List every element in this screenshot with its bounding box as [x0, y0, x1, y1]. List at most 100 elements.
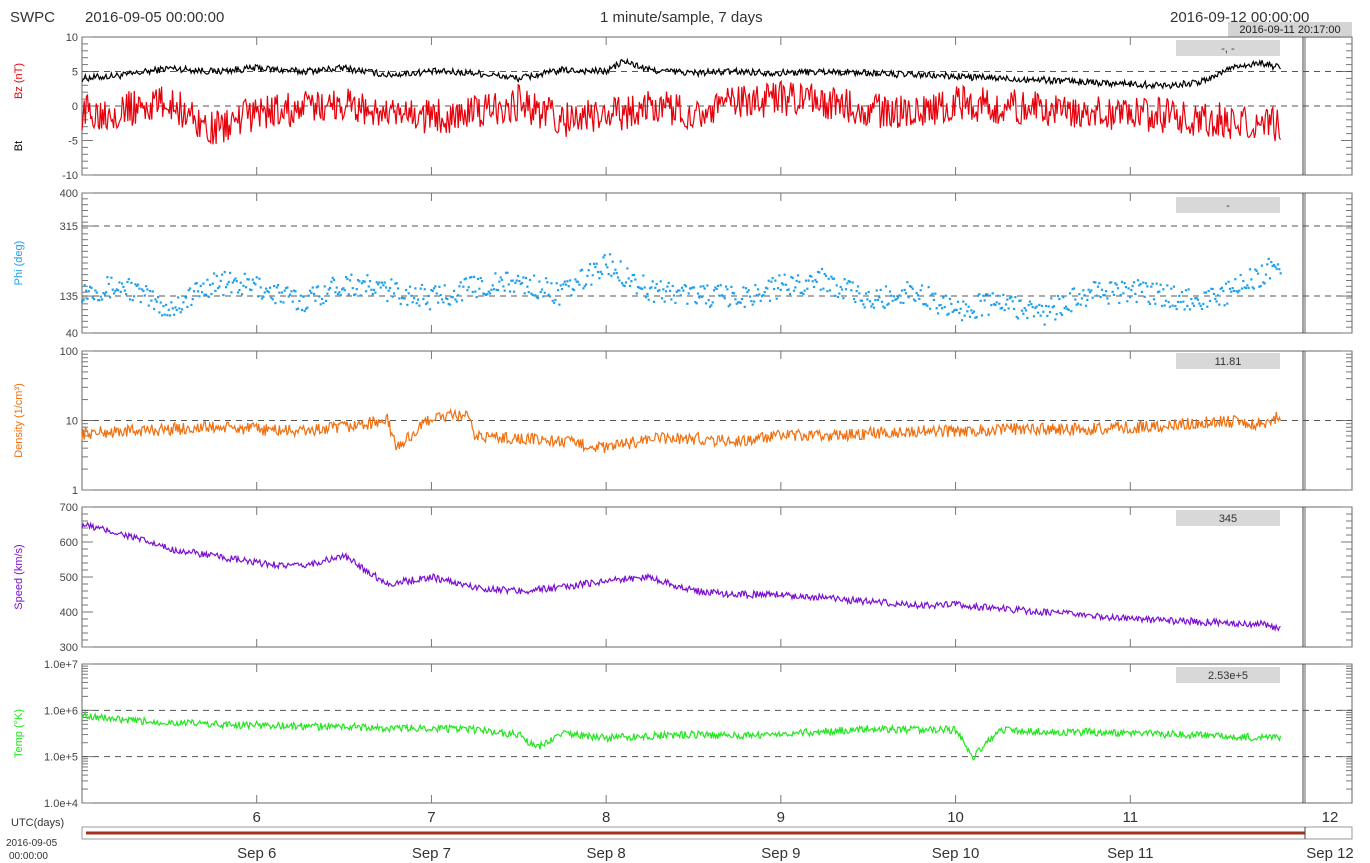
- data-point: [907, 296, 910, 299]
- data-point: [266, 290, 269, 293]
- data-point: [130, 281, 133, 284]
- data-point: [391, 295, 394, 298]
- data-point: [112, 292, 116, 295]
- data-point: [787, 288, 790, 291]
- data-point: [340, 288, 344, 291]
- data-point: [871, 303, 874, 306]
- data-point: [1144, 282, 1148, 285]
- data-point: [406, 303, 409, 306]
- data-point: [436, 301, 440, 304]
- data-point: [695, 302, 698, 305]
- data-point: [995, 301, 998, 304]
- data-point: [1052, 305, 1056, 308]
- y-tick-label: 500: [60, 572, 78, 584]
- data-point: [496, 288, 500, 292]
- data-point: [1074, 298, 1077, 301]
- data-point: [1115, 283, 1118, 286]
- data-point: [911, 287, 914, 290]
- data-point: [647, 298, 650, 301]
- data-point: [312, 292, 316, 296]
- data-point: [203, 293, 206, 296]
- data-point: [387, 289, 390, 292]
- data-point: [1166, 284, 1169, 287]
- timeline-date-label: Sep 6: [237, 845, 276, 862]
- data-point: [918, 297, 921, 301]
- current-value-box: [1176, 40, 1280, 56]
- data-point: [259, 286, 262, 289]
- data-point: [1174, 304, 1177, 308]
- data-point: [155, 300, 158, 303]
- data-point: [851, 281, 854, 284]
- data-point: [296, 307, 300, 310]
- data-point: [742, 286, 745, 289]
- data-point: [255, 276, 258, 279]
- y-tick-label: 400: [60, 607, 78, 619]
- data-point: [1151, 282, 1154, 285]
- y-tick-label: 40: [66, 328, 78, 340]
- data-point: [294, 290, 297, 293]
- y-axis-label: Density (1/cm³): [13, 383, 25, 458]
- data-point: [866, 298, 869, 301]
- data-point: [832, 277, 836, 280]
- data-point: [295, 308, 298, 311]
- data-point: [1206, 305, 1209, 308]
- data-point: [923, 302, 926, 306]
- data-point: [348, 279, 352, 282]
- data-point: [194, 282, 197, 285]
- data-point: [744, 287, 748, 290]
- y-tick-label: 10: [66, 32, 78, 44]
- data-point: [1195, 297, 1198, 300]
- data-point: [222, 293, 225, 297]
- data-point: [887, 302, 890, 305]
- data-point: [818, 271, 821, 274]
- data-point: [158, 311, 161, 314]
- data-point: [1080, 297, 1084, 300]
- data-point: [1194, 297, 1197, 300]
- data-point: [288, 293, 292, 296]
- data-point: [598, 277, 601, 280]
- data-point: [748, 295, 752, 298]
- data-point: [616, 276, 620, 279]
- data-point: [1158, 290, 1161, 293]
- data-point: [651, 280, 654, 283]
- data-point: [395, 282, 398, 285]
- timeline-start-time: 00:00:00: [9, 851, 48, 862]
- data-point: [1271, 264, 1274, 268]
- data-point: [728, 303, 732, 306]
- data-point: [759, 299, 762, 302]
- data-point: [1226, 302, 1229, 305]
- data-point: [1035, 305, 1038, 308]
- data-point: [559, 284, 562, 287]
- data-point: [1136, 279, 1140, 282]
- x-tick-label: 8: [602, 809, 610, 826]
- data-point: [1050, 297, 1053, 300]
- data-point: [784, 283, 788, 286]
- data-point: [268, 286, 272, 289]
- current-value: 2.53e+5: [1208, 670, 1248, 682]
- data-point: [83, 284, 86, 287]
- data-point: [367, 285, 370, 288]
- data-point: [698, 296, 701, 299]
- data-point: [938, 304, 941, 307]
- y-tick-label: 1: [72, 485, 78, 497]
- data-point: [1018, 299, 1021, 302]
- data-point: [760, 295, 764, 298]
- data-point: [476, 277, 480, 281]
- data-point: [292, 289, 296, 292]
- data-point: [451, 296, 454, 299]
- data-point: [766, 287, 769, 290]
- data-point: [847, 280, 850, 283]
- data-point: [1072, 287, 1076, 290]
- data-point: [356, 278, 360, 282]
- data-point: [936, 312, 940, 315]
- data-point: [732, 292, 736, 295]
- data-point: [671, 284, 674, 288]
- data-point: [1246, 284, 1249, 287]
- data-point: [659, 280, 662, 283]
- data-point: [124, 293, 128, 296]
- data-point: [180, 308, 184, 311]
- data-point: [316, 285, 320, 288]
- data-point: [424, 302, 428, 306]
- y-axis-label: Bz (nT): [13, 63, 25, 99]
